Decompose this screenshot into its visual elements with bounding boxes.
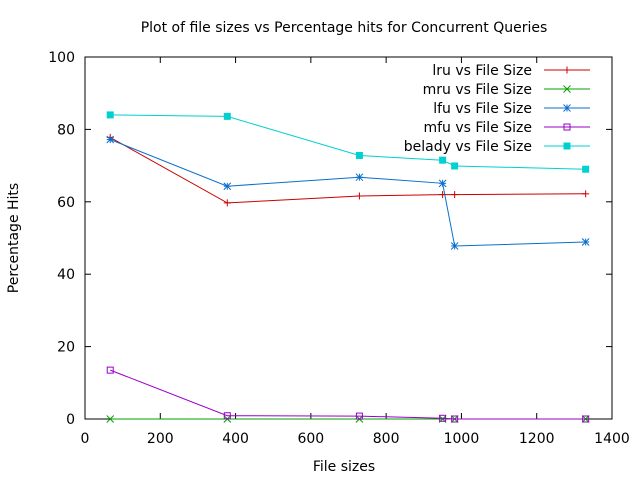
data-point <box>451 415 459 423</box>
legend-label: belady vs File Size <box>404 139 532 155</box>
y-tick-label: 80 <box>57 122 75 138</box>
data-point <box>439 156 447 164</box>
series-line <box>110 139 586 247</box>
x-tick-label: 1200 <box>519 431 555 447</box>
data-point <box>106 415 115 423</box>
x-tick-label: 600 <box>297 431 324 447</box>
data-point <box>582 165 590 173</box>
x-tick-label: 400 <box>222 431 249 447</box>
y-tick-label: 20 <box>57 340 75 356</box>
y-axis-label: Percentage Hits <box>6 183 22 293</box>
data-point <box>581 238 590 246</box>
data-point <box>582 415 590 423</box>
x-tick-label: 0 <box>81 431 90 447</box>
data-point <box>223 182 232 191</box>
data-point <box>563 104 571 112</box>
series-3 <box>106 366 590 423</box>
data-point <box>563 123 571 131</box>
series-line <box>110 114 586 170</box>
legend-label: mru vs File Size <box>423 82 532 98</box>
data-point <box>223 412 231 420</box>
data-point <box>223 112 231 120</box>
series-line <box>109 136 586 204</box>
data-point <box>106 366 114 374</box>
data-point <box>563 142 571 150</box>
x-tick-label: 1400 <box>594 431 630 447</box>
plot-border <box>84 56 613 420</box>
data-point <box>355 412 363 420</box>
y-tick-label: 40 <box>57 267 75 283</box>
data-point <box>106 111 114 119</box>
data-point <box>355 173 364 182</box>
data-point <box>581 415 590 423</box>
data-point <box>451 162 459 170</box>
y-tick-label: 60 <box>57 195 75 211</box>
legend-label: lru vs File Size <box>432 63 532 79</box>
legend-label: lfu vs File Size <box>433 101 532 117</box>
series-2 <box>106 135 590 250</box>
x-axis-label: File sizes <box>313 459 375 475</box>
ticks-layer: 0 200 400 600 800 1000 1200 1400 0 20 40 60 80 100 <box>48 50 630 447</box>
x-tick-label: 1000 <box>444 431 480 447</box>
data-point <box>106 135 115 144</box>
series-line <box>110 369 586 420</box>
legend-label: mfu vs File Size <box>423 120 532 136</box>
data-point <box>439 414 447 422</box>
data-point <box>450 242 459 250</box>
y-tick-label: 0 <box>66 412 75 428</box>
data-point <box>563 85 571 93</box>
data-point <box>355 151 363 159</box>
chart-title: Plot of file sizes vs Percentage hits fo… <box>141 20 548 36</box>
x-tick-label: 200 <box>147 431 174 447</box>
y-tick-label: 100 <box>48 50 75 66</box>
legend: lru vs File Size mru vs File Size lfu vs F… <box>404 63 590 155</box>
data-point <box>438 179 447 188</box>
series-layer <box>106 111 590 423</box>
x-tick-label: 800 <box>373 431 400 447</box>
series-4 <box>106 111 590 173</box>
